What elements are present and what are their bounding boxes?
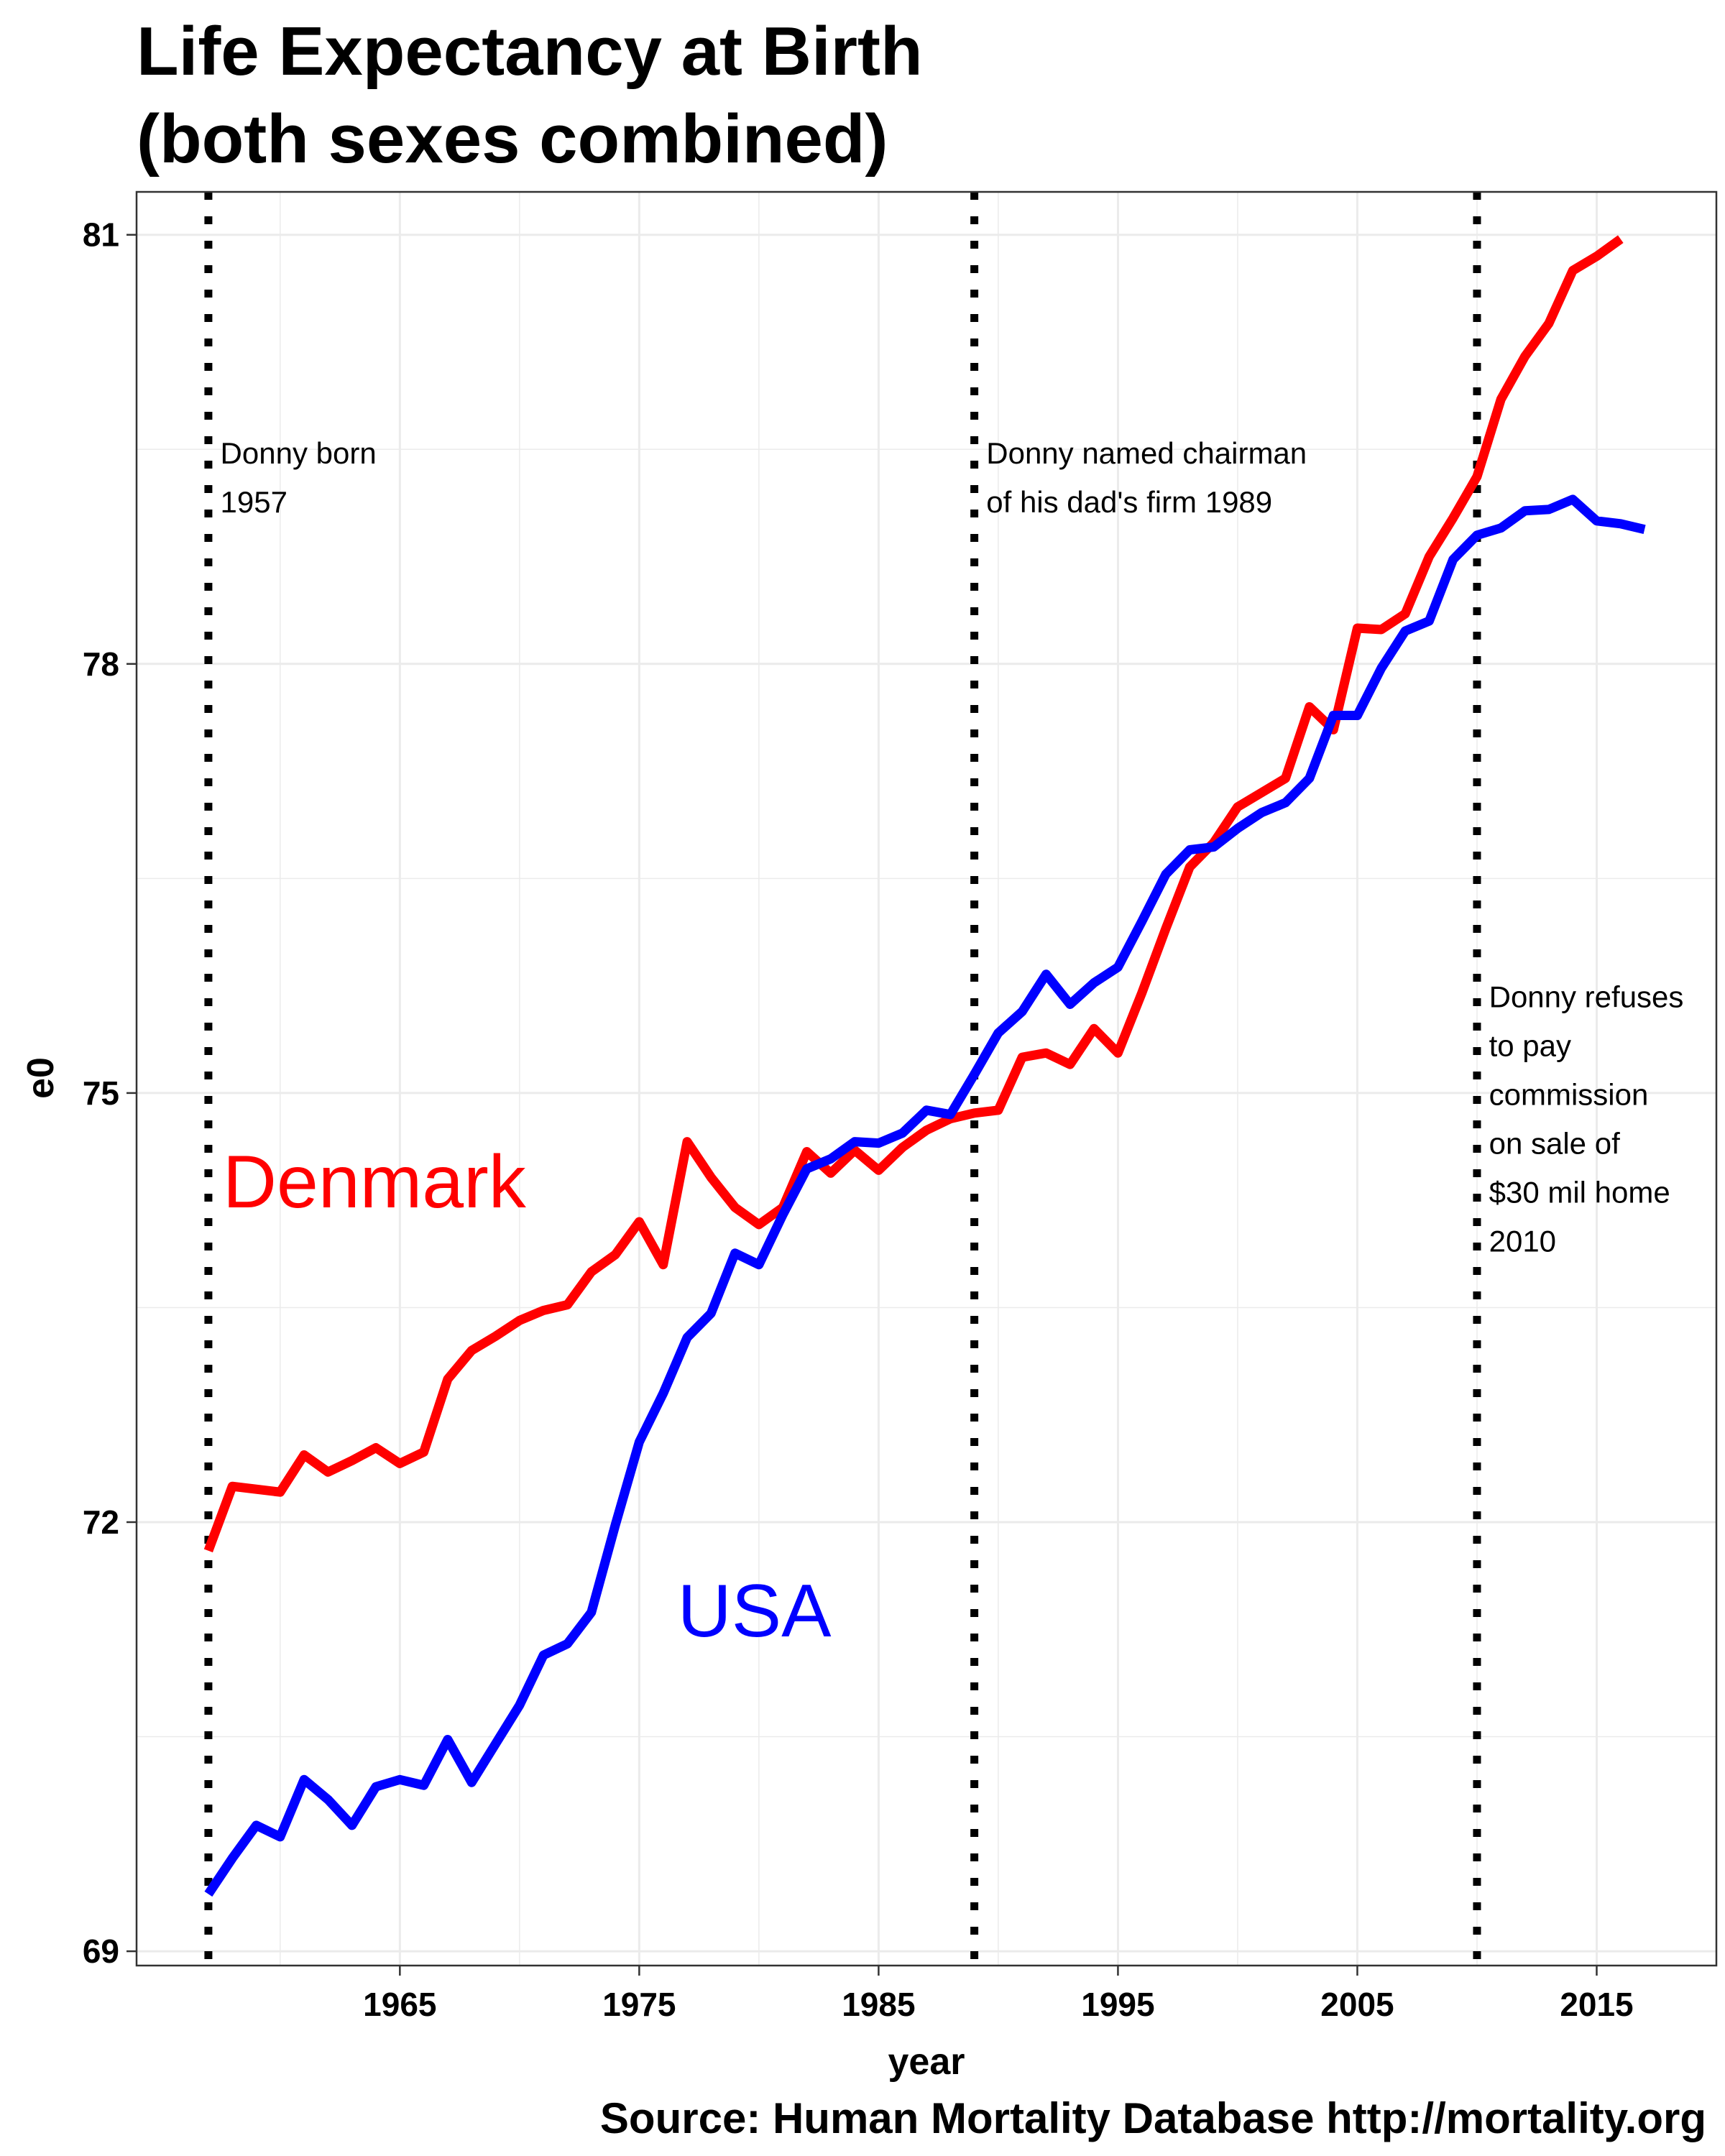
annotation-text: $30 mil home: [1489, 1175, 1670, 1209]
annotation-text: of his dad's firm 1989: [986, 485, 1272, 519]
series-lines: [203, 235, 1646, 1897]
x-tick-label: 2015: [1560, 1986, 1633, 2023]
annotation-text: Donny named chairman: [986, 436, 1307, 470]
x-tick-label: 1995: [1081, 1986, 1154, 2023]
x-tick-label: 1985: [842, 1986, 915, 2023]
x-axis-title: year: [888, 2041, 965, 2083]
annotation-text: on sale of: [1489, 1126, 1620, 1160]
x-tick-label: 2005: [1320, 1986, 1394, 2023]
series-label-denmark: Denmark: [223, 1141, 527, 1224]
annotation-text: 1957: [221, 485, 288, 519]
y-tick-label: 81: [83, 216, 119, 254]
annotation-text: commission: [1489, 1077, 1649, 1111]
y-tick-label: 75: [83, 1074, 119, 1112]
annotations: Donny born 1957 Donny named chairman of his…: [221, 436, 1684, 1258]
series-label-usa: USA: [678, 1570, 832, 1653]
annotation-text: 2010: [1489, 1224, 1556, 1258]
x-tick-label: 1975: [602, 1986, 676, 2023]
annotation-text: Donny refuses: [1489, 980, 1684, 1013]
series-line-denmark: [203, 235, 1624, 1553]
y-tick-label: 78: [83, 645, 119, 683]
y-tick-label: 69: [83, 1932, 119, 1970]
series-line-usa: [204, 494, 1646, 1897]
plot-panel-border: [135, 190, 1718, 1967]
chart-title-line-1: Life Expectancy at Birth: [137, 13, 923, 90]
annotation-text: Donny born: [221, 436, 377, 470]
series-labels: Denmark USA: [223, 1141, 832, 1653]
chart-title-line-2: (both sexes combined): [137, 101, 888, 178]
axes: 1965 1975 1985 1995 2005 2015 69 72 75 78 81: [83, 216, 1634, 2023]
annotation-text: to pay: [1489, 1028, 1571, 1062]
y-tick-label: 72: [83, 1503, 119, 1541]
source-note: Source: Human Mortality Database http://…: [600, 2094, 1706, 2142]
x-tick-label: 1965: [363, 1986, 436, 2023]
y-axis-title: e0: [20, 1057, 62, 1099]
